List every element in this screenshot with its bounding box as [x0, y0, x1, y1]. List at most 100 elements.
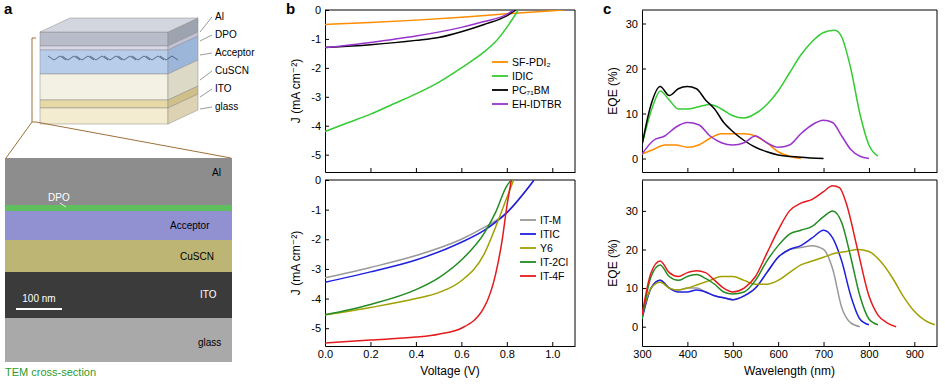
x-tick-mark	[869, 342, 870, 346]
layer-front	[40, 100, 168, 108]
y-axis-title: J (mA cm⁻²)	[289, 59, 303, 123]
layer-top	[40, 18, 198, 32]
leader-line	[200, 53, 212, 55]
x-tick-mark	[507, 342, 508, 346]
x-tick-label: 600	[769, 348, 787, 360]
y-axis-line	[642, 181, 643, 347]
x-tick	[914, 168, 915, 172]
x-tick-mark	[824, 342, 825, 346]
y-tick: -2	[311, 62, 329, 74]
x-tick-mark	[778, 342, 779, 346]
y-tick-mark	[325, 299, 329, 300]
y-tick-mark	[325, 328, 329, 329]
x-tick-mark	[733, 168, 734, 172]
legend-label: IT-4F	[540, 270, 565, 282]
series-line	[325, 10, 516, 48]
chart: 0.00.20.40.60.81.00-1-2-3-4-5J (mA cm⁻²)…	[289, 174, 576, 378]
legend-swatch	[520, 219, 536, 221]
dpo-pointer	[60, 203, 66, 207]
x-tick-mark	[552, 168, 553, 172]
x-tick-mark	[370, 342, 371, 346]
x-tick: 0.4	[409, 342, 424, 360]
x-tick: 900	[906, 342, 924, 360]
x-tick-mark	[416, 168, 417, 172]
y-tick: 30	[626, 18, 646, 30]
legend-swatch	[492, 89, 508, 91]
legend-swatch	[520, 261, 536, 263]
x-tick: 600	[769, 342, 787, 360]
legend-swatch	[492, 103, 508, 105]
x-tick-label: 1.0	[545, 348, 560, 360]
legend-swatch	[520, 275, 536, 277]
x-tick-label: 700	[815, 348, 833, 360]
figure: abcAlDPOAcceptorCuSCNITOglassAlDPOAccept…	[0, 0, 945, 384]
y-tick-label: 0	[315, 4, 321, 16]
plot-frame	[642, 180, 937, 346]
layer-front	[40, 32, 168, 46]
y-tick: -2	[311, 233, 329, 245]
layer-front	[40, 108, 168, 124]
plot-frame	[325, 10, 575, 172]
x-tick	[552, 168, 553, 172]
x-tick: 0.2	[363, 342, 378, 360]
tem-band	[5, 272, 232, 318]
y-tick: -1	[311, 33, 329, 45]
x-tick: 500	[724, 342, 742, 360]
x-tick: 800	[860, 342, 878, 360]
x-tick-label: 0.8	[500, 348, 515, 360]
y-tick: -3	[311, 263, 329, 275]
x-tick-mark	[778, 168, 779, 172]
bracket	[32, 38, 36, 122]
y-tick-label: -5	[311, 322, 321, 334]
lines	[325, 180, 534, 343]
legend-label: ITIC	[540, 228, 560, 240]
x-tick-label: 0.2	[363, 348, 378, 360]
x-tick	[778, 168, 779, 172]
legend-label: IT-M	[540, 214, 561, 226]
x-tick	[416, 168, 417, 172]
layer-front	[40, 74, 168, 100]
lines	[642, 30, 878, 158]
y-tick-label: -4	[311, 293, 321, 305]
y-tick-label: -1	[311, 33, 321, 45]
x-tick-mark	[552, 342, 553, 346]
y-tick: -5	[311, 149, 329, 161]
y-tick-label: 10	[626, 108, 638, 120]
x-tick: 0.6	[454, 342, 469, 360]
x-axis-line	[326, 172, 576, 173]
leader-line	[200, 107, 212, 109]
y-axis-line	[642, 11, 643, 173]
legend-swatch	[520, 247, 536, 249]
legend-swatch	[492, 61, 508, 63]
y-tick-label: 0	[632, 153, 638, 165]
x-tick-mark	[914, 168, 915, 172]
y-tick: 20	[626, 244, 646, 256]
y-tick-label: 20	[626, 63, 638, 75]
y-tick-label: -1	[311, 204, 321, 216]
y-tick-mark	[642, 159, 646, 160]
y-axis-line	[325, 11, 326, 173]
layer-label: ITO	[215, 83, 232, 94]
y-tick-mark	[642, 211, 646, 212]
series-line	[642, 120, 869, 158]
y-tick-mark	[642, 114, 646, 115]
x-tick	[869, 168, 870, 172]
scale-bar-label: 100 nm	[22, 293, 55, 304]
y-axis-title: EQE (%)	[606, 239, 620, 286]
series-line	[325, 10, 514, 48]
x-axis	[326, 168, 576, 173]
chart: 3004005006007008009000102030EQE (%)Wavel…	[606, 180, 938, 378]
y-tick: 0	[632, 153, 646, 165]
series-line	[642, 186, 896, 327]
leader-line	[200, 35, 212, 41]
tem-band	[5, 205, 232, 211]
x-axis-title: Wavelength (nm)	[744, 364, 835, 378]
legend: SF-PDI₂IDICPC₇₁BMEH-IDTBR	[492, 56, 562, 110]
tem-label: Acceptor	[170, 220, 210, 231]
x-axis-title: Voltage (V)	[420, 364, 479, 378]
x-tick-mark	[824, 168, 825, 172]
y-tick-label: -5	[311, 149, 321, 161]
layer-label: DPO	[215, 29, 237, 40]
x-tick	[687, 168, 688, 172]
y-tick: 10	[626, 108, 646, 120]
